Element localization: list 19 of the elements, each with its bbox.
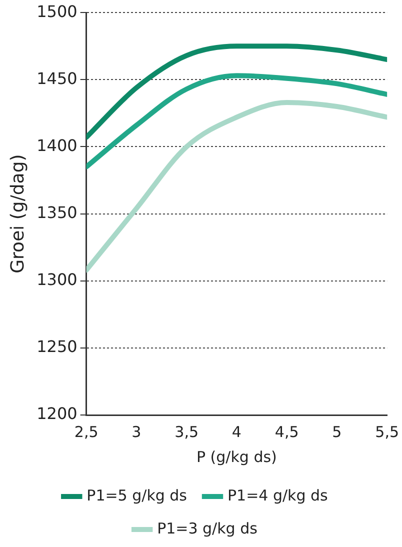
x-tick-label: 5 <box>332 422 342 441</box>
x-tick-label: 2,5 <box>74 422 98 441</box>
y-tick-label: 1450 <box>36 68 78 88</box>
y-axis-title: Groei (g/dag) <box>7 154 28 274</box>
legend-label: P1=3 g/kg ds <box>157 519 258 538</box>
y-tick-label: 1300 <box>36 270 78 290</box>
x-axis-title: P (g/kg ds) <box>196 448 277 466</box>
y-tick-label: 1200 <box>36 404 78 424</box>
y-tick-label: 1350 <box>36 202 78 222</box>
x-tick-label: 3 <box>132 422 142 441</box>
x-tick-label: 3,5 <box>174 422 198 441</box>
y-tick-label: 1500 <box>36 2 78 21</box>
x-tick-label: 4 <box>232 422 242 441</box>
legend-label: P1=4 g/kg ds <box>228 486 328 504</box>
y-tick-label: 1400 <box>36 136 78 155</box>
x-tick-label: 4,5 <box>274 422 299 441</box>
x-tick-label: 5,5 <box>375 422 399 441</box>
y-tick-label: 1250 <box>36 337 78 356</box>
legend-label: P1=5 g/kg ds <box>86 486 188 504</box>
